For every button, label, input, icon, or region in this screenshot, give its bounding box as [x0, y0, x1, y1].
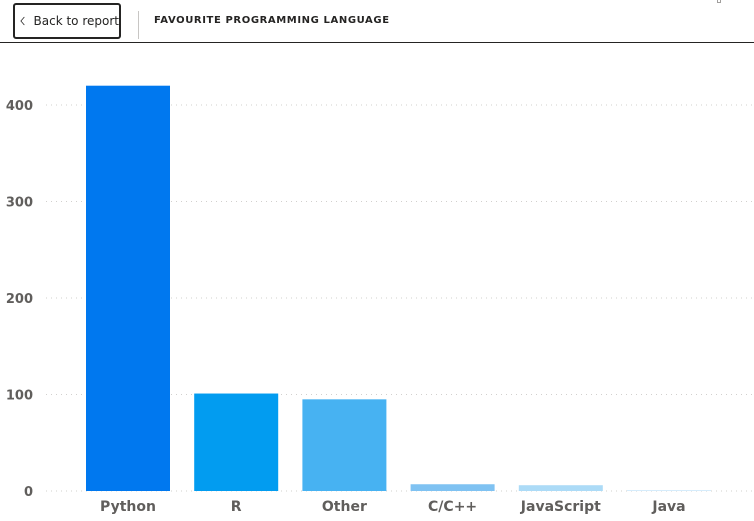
chevron-left-icon: [20, 16, 25, 26]
bar-chart: 0 100 200 300 400 Python R Other C/C++ JavaScript…: [6, 85, 754, 515]
corner-mark: [717, 0, 721, 3]
y-tick-label: 300: [6, 196, 33, 211]
y-tick-label: 400: [6, 99, 33, 114]
x-tick-label: Java: [651, 499, 685, 515]
bar-r[interactable]: [194, 393, 279, 491]
back-button-label: Back to report: [33, 14, 119, 28]
bar-python[interactable]: [86, 85, 170, 491]
bar-other[interactable]: [302, 399, 387, 491]
x-tick-label: JavaScript: [520, 499, 601, 515]
page-title: FAVOURITE PROGRAMMING LANGUAGE: [154, 15, 390, 26]
x-tick-label: R: [231, 499, 242, 515]
bar-java[interactable]: [627, 490, 711, 491]
x-tick-label: Other: [322, 499, 367, 515]
top-bar: Back to report FAVOURITE PROGRAMMING LAN…: [0, 0, 754, 43]
header-divider: [138, 11, 139, 39]
y-tick-label: 200: [6, 292, 33, 307]
bar-c-c-[interactable]: [410, 484, 495, 491]
x-tick-label: Python: [100, 499, 156, 515]
back-to-report-button[interactable]: Back to report: [13, 3, 121, 39]
x-tick-label: C/C++: [428, 499, 477, 515]
y-tick-label: 0: [24, 485, 33, 500]
y-tick-label: 100: [6, 389, 33, 404]
bar-javascript[interactable]: [518, 485, 603, 491]
